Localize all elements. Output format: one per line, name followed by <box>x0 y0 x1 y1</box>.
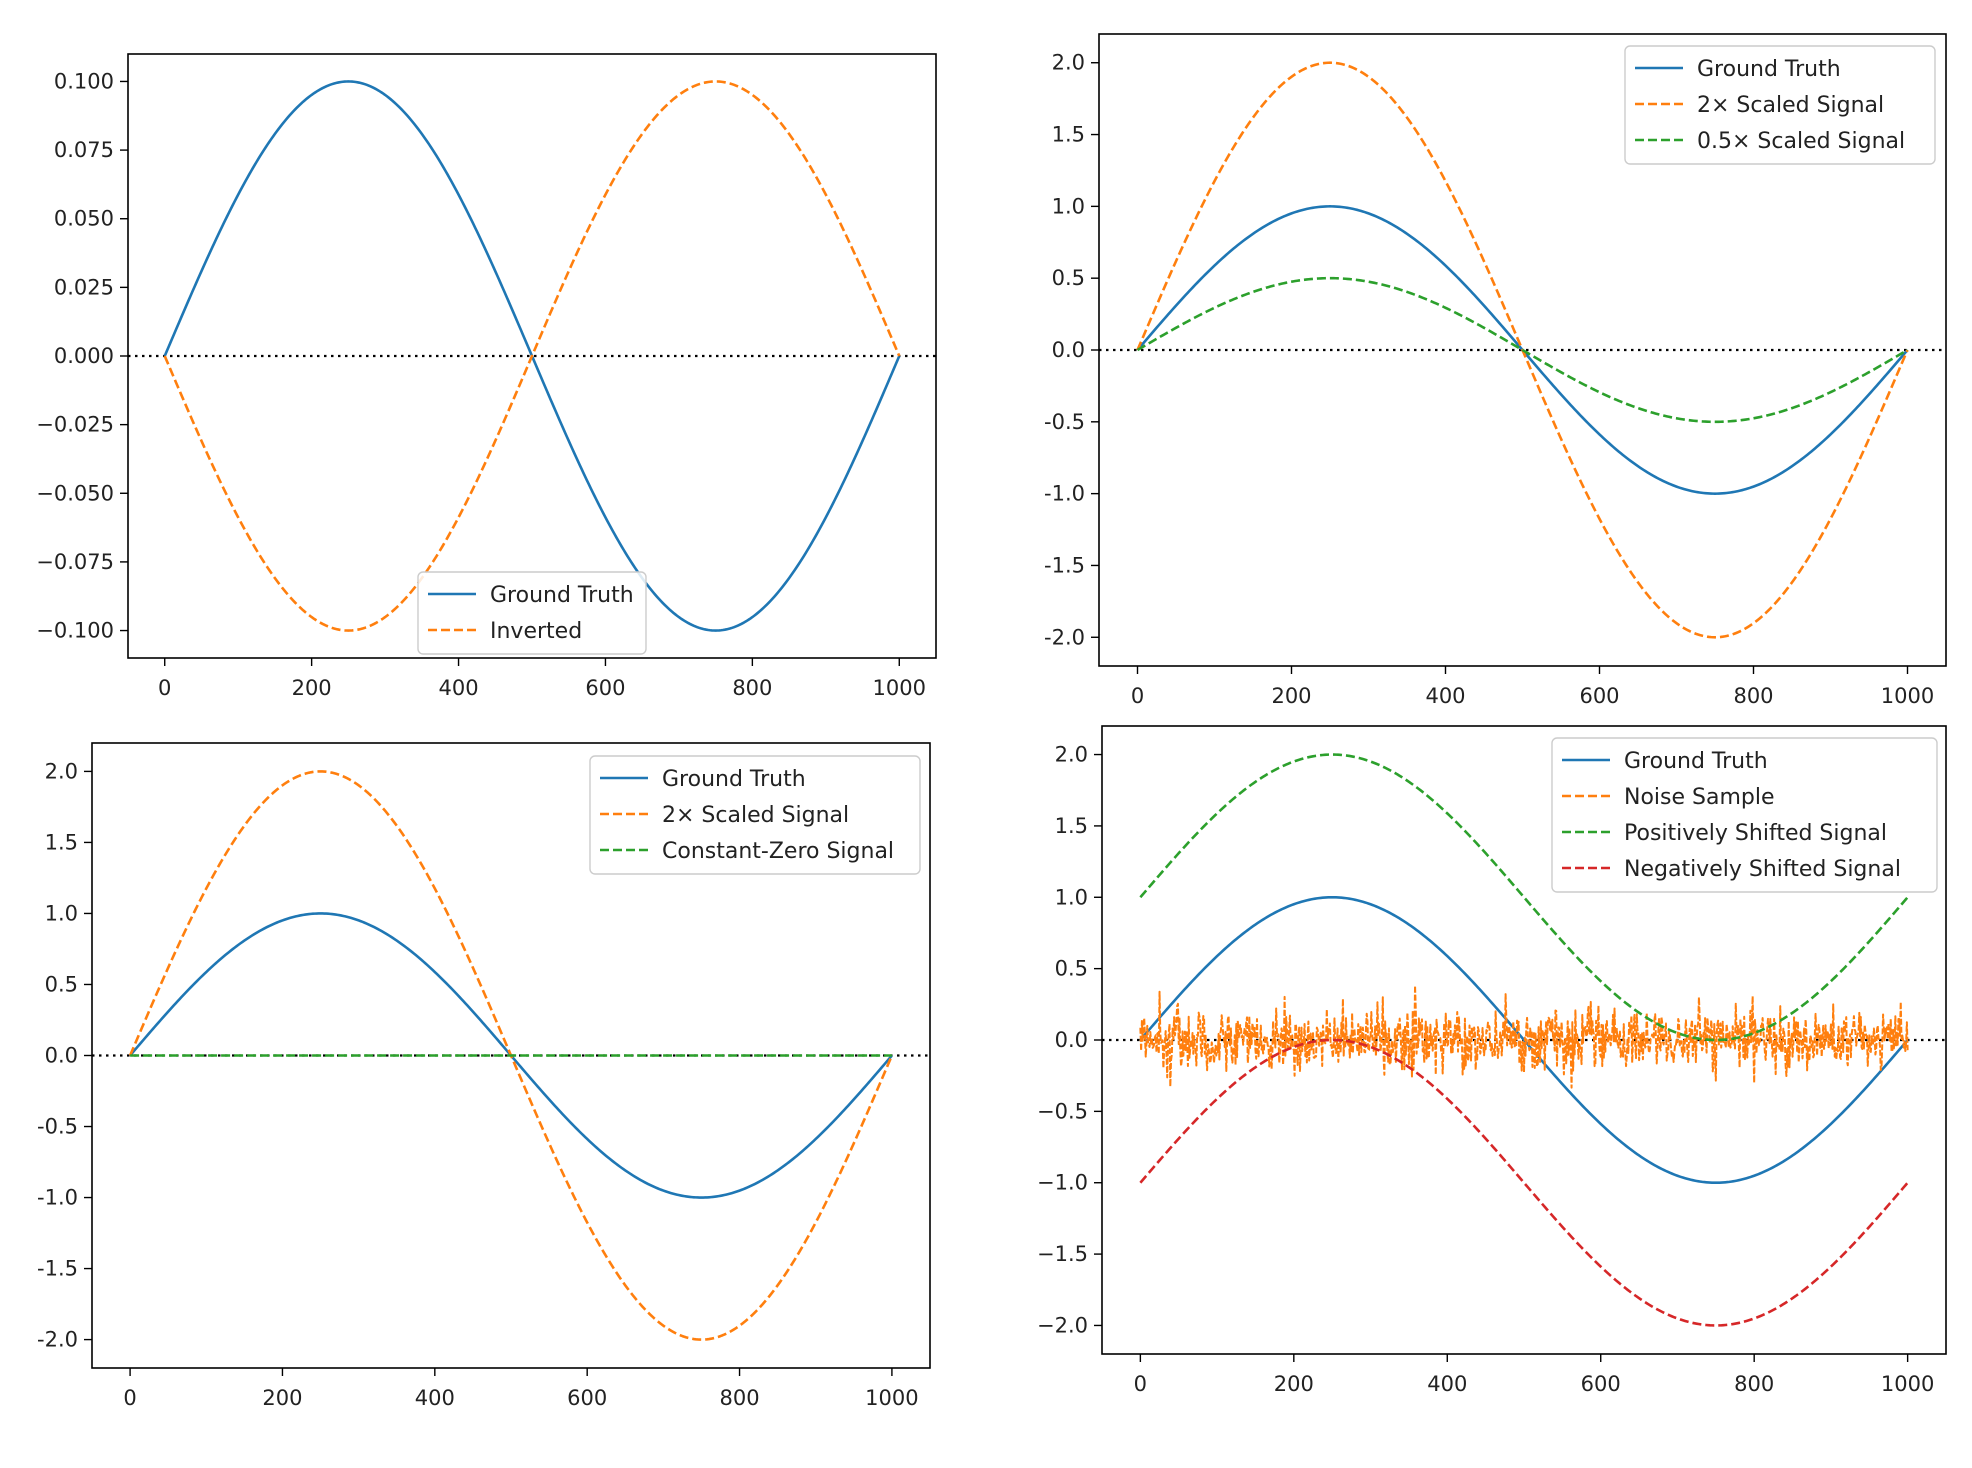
legend: Ground Truth 2× Scaled Signal 0.5× Scaled … <box>1624 45 1936 165</box>
x-tick-label: 1000 <box>873 676 926 700</box>
y-tick-label: 0.025 <box>54 275 114 299</box>
legend-label: Noise Sample <box>1624 785 1775 810</box>
y-tick-label: 0.075 <box>54 138 114 162</box>
x-tick-label: 400 <box>415 1386 455 1410</box>
x-tick-label: 600 <box>1579 684 1619 708</box>
y-tick-label: −1.5 <box>1037 1242 1088 1266</box>
series-line-2 <box>1139 984 1909 1089</box>
x-tick-label: 1000 <box>865 1386 918 1410</box>
x-tick-label: 400 <box>1425 684 1465 708</box>
x-tick-label: 400 <box>1427 1372 1467 1396</box>
series-line-3 <box>1139 753 1909 1042</box>
legend-label: Constant-Zero Signal <box>662 839 894 864</box>
plot-area <box>128 770 894 1341</box>
legend-label: Ground Truth <box>490 583 634 608</box>
y-tick-label: −1.0 <box>1037 1171 1088 1195</box>
y-tick-label: 1.0 <box>1055 885 1088 909</box>
subplot-1: 0 200 400 600 800 1000 −0.100 −0.075 −0.050 −0.02… <box>36 53 937 700</box>
y-tick-label: −0.5 <box>1037 1099 1088 1123</box>
x-tick-label: 800 <box>1734 1372 1774 1396</box>
y-tick-label: -2.0 <box>37 1328 78 1352</box>
x-tick-label: 0 <box>123 1386 136 1410</box>
legend-label: 0.5× Scaled Signal <box>1697 129 1905 154</box>
y-tick-label: 0.0 <box>1052 338 1085 362</box>
x-tick-label: 1000 <box>1881 684 1934 708</box>
x-tick-label: 800 <box>719 1386 759 1410</box>
x-tick-label: 800 <box>732 676 772 700</box>
x-tick-label: 200 <box>292 676 332 700</box>
legend-label: Ground Truth <box>1697 57 1841 82</box>
plot-area <box>1136 61 1909 639</box>
subplot-2: 0 200 400 600 800 1000 -2.0 -1.5 -1.0 -0.5 0.0 0.5 1… <box>1044 33 1947 708</box>
legend: Ground Truth 2× Scaled Signal Constant-Zer… <box>589 755 921 875</box>
legend: Ground Truth Noise Sample Positively Shift… <box>1551 737 1938 893</box>
y-tick-label: -0.5 <box>37 1115 78 1139</box>
x-tick-label: 400 <box>438 676 478 700</box>
legend-label: 2× Scaled Signal <box>1697 93 1884 118</box>
y-tick-label: -1.5 <box>37 1257 78 1281</box>
legend-label: Ground Truth <box>662 767 806 792</box>
series-line-4 <box>1139 1038 1909 1327</box>
x-tick-label: 200 <box>262 1386 302 1410</box>
y-tick-label: −0.050 <box>36 481 114 505</box>
y-tick-label: 0.0 <box>45 1044 78 1068</box>
x-tick-label: 600 <box>1581 1372 1621 1396</box>
y-tick-label: 0.5 <box>1052 266 1085 290</box>
x-tick-label: 200 <box>1274 1372 1314 1396</box>
legend-box <box>589 755 921 875</box>
y-tick-label: 0.5 <box>1055 957 1088 981</box>
plot-area <box>163 80 901 632</box>
y-tick-label: 0.000 <box>54 344 114 368</box>
series-line-2 <box>163 80 901 632</box>
legend-label: Negatively Shifted Signal <box>1624 857 1901 882</box>
x-tick-label: 800 <box>1733 684 1773 708</box>
legend-label: Inverted <box>490 619 582 644</box>
y-tick-label: −2.0 <box>1037 1313 1088 1337</box>
x-tick-label: 200 <box>1271 684 1311 708</box>
y-tick-label: 1.5 <box>45 830 78 854</box>
x-tick-label: 0 <box>1131 684 1144 708</box>
plot-area <box>1139 753 1909 1327</box>
x-tick-label: 1000 <box>1881 1372 1934 1396</box>
subplot-3: 0 200 400 600 800 1000 -2.0 -1.5 -1.0 -0.5 0.0 0.5 1… <box>37 742 931 1410</box>
y-tick-label: −0.075 <box>36 550 114 574</box>
y-tick-label: 1.5 <box>1055 814 1088 838</box>
x-tick-label: 0 <box>158 676 171 700</box>
legend-box <box>417 571 647 655</box>
y-tick-label: -1.0 <box>1044 482 1085 506</box>
y-tick-label: 2.0 <box>1052 51 1085 75</box>
legend: Ground Truth Inverted <box>417 571 647 655</box>
legend-label: Positively Shifted Signal <box>1624 821 1887 846</box>
subplot-4: 0 200 400 600 800 1000 −2.0 −1.5 −1.0 −0.5 0.0 0.5 1… <box>1037 725 1947 1396</box>
y-tick-label: -1.5 <box>1044 553 1085 577</box>
y-tick-label: −0.025 <box>36 413 114 437</box>
x-tick-label: 600 <box>567 1386 607 1410</box>
y-tick-label: 0.050 <box>54 207 114 231</box>
legend-box <box>1624 45 1936 165</box>
series-line-3 <box>1136 276 1909 424</box>
x-tick-label: 600 <box>585 676 625 700</box>
y-tick-label: 0.100 <box>54 69 114 93</box>
legend-label: Ground Truth <box>1624 749 1768 774</box>
y-tick-label: 1.5 <box>1052 123 1085 147</box>
y-tick-label: 0.5 <box>45 972 78 996</box>
y-tick-label: −0.100 <box>36 619 114 643</box>
y-tick-label: 1.0 <box>45 901 78 925</box>
legend-label: 2× Scaled Signal <box>662 803 849 828</box>
y-tick-label: 1.0 <box>1052 194 1085 218</box>
x-tick-label: 0 <box>1134 1372 1147 1396</box>
y-tick-label: -1.0 <box>37 1186 78 1210</box>
legend-box <box>1551 737 1938 893</box>
y-tick-label: 0.0 <box>1055 1028 1088 1052</box>
y-tick-label: 2.0 <box>45 759 78 783</box>
y-tick-label: -2.0 <box>1044 625 1085 649</box>
y-tick-label: -0.5 <box>1044 410 1085 434</box>
y-tick-label: 2.0 <box>1055 743 1088 767</box>
